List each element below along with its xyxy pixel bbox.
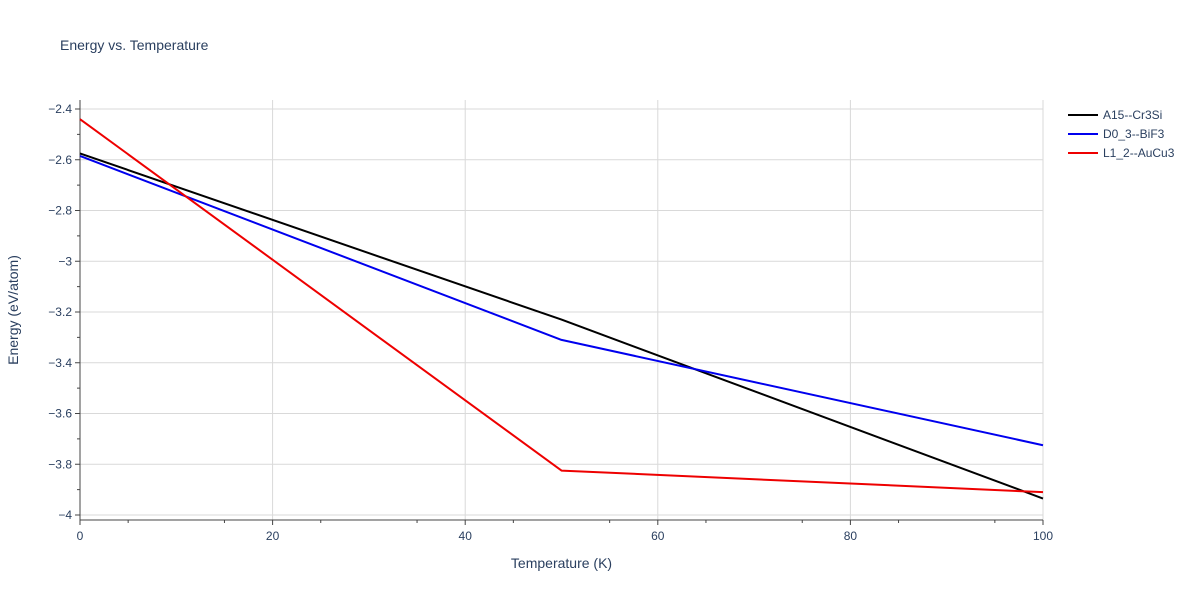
series [79,118,1044,500]
x-tick-label: 80 [844,529,858,543]
x-tick-label: 20 [266,529,280,543]
series-line-1 [79,152,1044,500]
y-tick-label: −3.4 [48,356,72,370]
chart-title: Energy vs. Temperature [60,37,209,53]
grid [80,100,1044,520]
y-tick-label: −2.6 [48,153,72,167]
axes: 0 20 40 60 80 100 −4 −3.8 −3.6 −3.4 −3.2 −3 −2.8 −2.6… [48,100,1053,543]
y-tick-label: −3.6 [48,407,72,421]
legend: A15--Cr3Si D0_3--BiF3 L1_2--AuCu3 [1068,108,1175,160]
series-line-2 [79,155,1044,447]
y-tick-label: −4 [58,508,72,522]
y-tick-label: −3.2 [48,305,72,319]
y-tick-label: −2.4 [48,102,72,116]
x-tick-label: 60 [651,529,665,543]
y-tick-label: −3 [58,254,72,268]
x-axis-title: Temperature (K) [511,555,612,571]
y-tick-label: −3.8 [48,457,72,471]
legend-label: D0_3--BiF3 [1103,127,1165,141]
x-tick-label: 40 [459,529,473,543]
legend-label: L1_2--AuCu3 [1103,146,1175,160]
y-axis-title: Energy (eV/atom) [5,255,21,365]
y-tick-label: −2.8 [48,204,72,218]
series-line-3 [79,118,1044,494]
x-tick-label: 0 [77,529,84,543]
legend-label: A15--Cr3Si [1103,108,1162,122]
x-tick-label: 100 [1033,529,1053,543]
